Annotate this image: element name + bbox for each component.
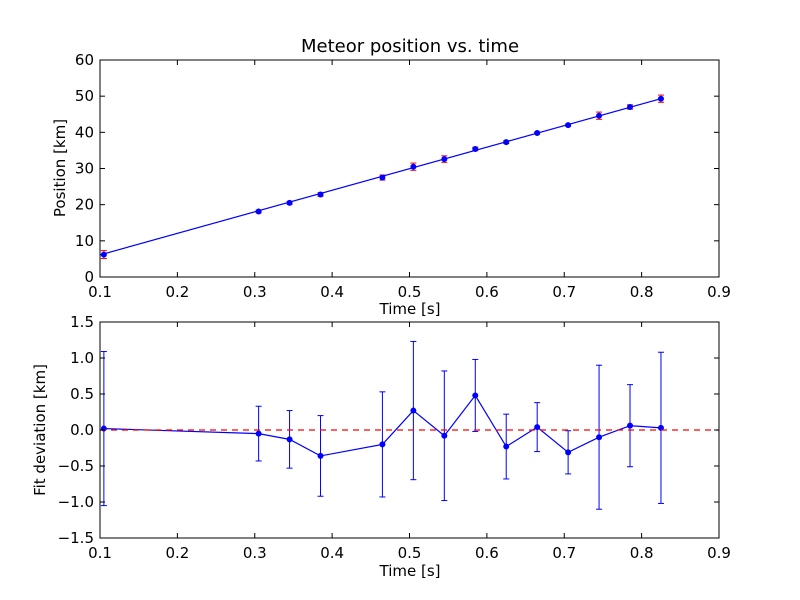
deviation-x-tick-label: 0.7 — [552, 544, 576, 562]
data-point — [596, 434, 603, 441]
deviation-y-tick-label: 1.0 — [70, 349, 94, 367]
deviation-x-tick-label: 0.3 — [243, 544, 267, 562]
deviation-y-tick-label: −0.5 — [58, 457, 94, 475]
deviation-y-tick-label: 1.5 — [70, 313, 94, 331]
position-x-tick-label: 0.7 — [552, 283, 576, 301]
data-point — [255, 430, 262, 437]
data-point — [627, 422, 634, 429]
position-x-tick-label: 0.6 — [475, 283, 499, 301]
data-point — [503, 443, 510, 450]
position-x-tick-label: 0.1 — [88, 283, 112, 301]
deviation-x-tick-label: 0.2 — [165, 544, 189, 562]
deviation-line — [103, 394, 662, 457]
position-x-ticks: 0.1 0.2 0.3 0.4 0.5 0.6 0.7 0.8 0.9 — [88, 60, 731, 301]
position-x-axis-label: Time [s] — [379, 300, 441, 318]
deviation-x-tick-label: 0.5 — [398, 544, 422, 562]
position-y-axis-label: Position [km] — [51, 119, 69, 217]
deviation-y-tick-label: −1.0 — [58, 493, 94, 511]
position-y-tick-label: 0 — [84, 268, 94, 286]
deviation-x-tick-label: 0.9 — [707, 544, 731, 562]
deviation-x-ticks: 0.1 0.2 0.3 0.4 0.5 0.6 0.7 0.8 0.9 — [88, 322, 731, 562]
deviation-y-ticks: −1.5 −1.0 −0.5 0.0 0.5 1.0 1.5 — [58, 313, 719, 547]
deviation-x-tick-label: 0.4 — [320, 544, 344, 562]
position-y-tick-label: 60 — [75, 51, 94, 69]
position-x-tick-label: 0.8 — [630, 283, 654, 301]
chart-title: Meteor position vs. time — [301, 36, 519, 57]
position-y-tick-label: 40 — [75, 123, 94, 141]
position-y-tick-label: 10 — [75, 232, 94, 250]
data-point — [657, 424, 664, 431]
deviation-x-tick-label: 0.6 — [475, 544, 499, 562]
position-x-tick-label: 0.5 — [398, 283, 422, 301]
position-y-tick-label: 20 — [75, 196, 94, 214]
position-y-ticks: 0 10 20 30 40 50 60 — [75, 51, 719, 286]
position-panel: Meteor position vs. time 0.1 0.2 0.3 0.4 0.5… — [51, 36, 731, 318]
position-y-tick-label: 30 — [75, 160, 94, 178]
deviation-plot-area — [100, 340, 719, 510]
position-x-tick-label: 0.4 — [320, 283, 344, 301]
deviation-panel: 0.1 0.2 0.3 0.4 0.5 0.6 0.7 0.8 0.9 −1.5 −1.0 −0.5… — [31, 313, 731, 580]
fit-line — [99, 98, 662, 256]
deviation-y-tick-label: 0.5 — [70, 385, 94, 403]
data-point — [472, 392, 479, 399]
data-point — [565, 449, 572, 456]
data-point — [379, 441, 386, 448]
data-point — [534, 424, 541, 431]
deviation-x-tick-label: 0.1 — [88, 544, 112, 562]
deviation-y-axis-label: Fit deviation [km] — [31, 364, 49, 496]
position-y-tick-label: 50 — [75, 87, 94, 105]
position-x-tick-label: 0.3 — [243, 283, 267, 301]
data-point — [317, 452, 324, 459]
position-x-tick-label: 0.9 — [707, 283, 731, 301]
data-point — [286, 436, 293, 443]
deviation-y-tick-label: 0.0 — [70, 421, 94, 439]
deviation-x-tick-label: 0.8 — [630, 544, 654, 562]
position-x-tick-label: 0.2 — [165, 283, 189, 301]
position-plot-area — [99, 94, 664, 260]
data-point — [410, 407, 417, 414]
deviation-y-tick-label: −1.5 — [58, 529, 94, 547]
deviation-x-axis-label: Time [s] — [379, 562, 441, 580]
data-point — [441, 432, 448, 439]
